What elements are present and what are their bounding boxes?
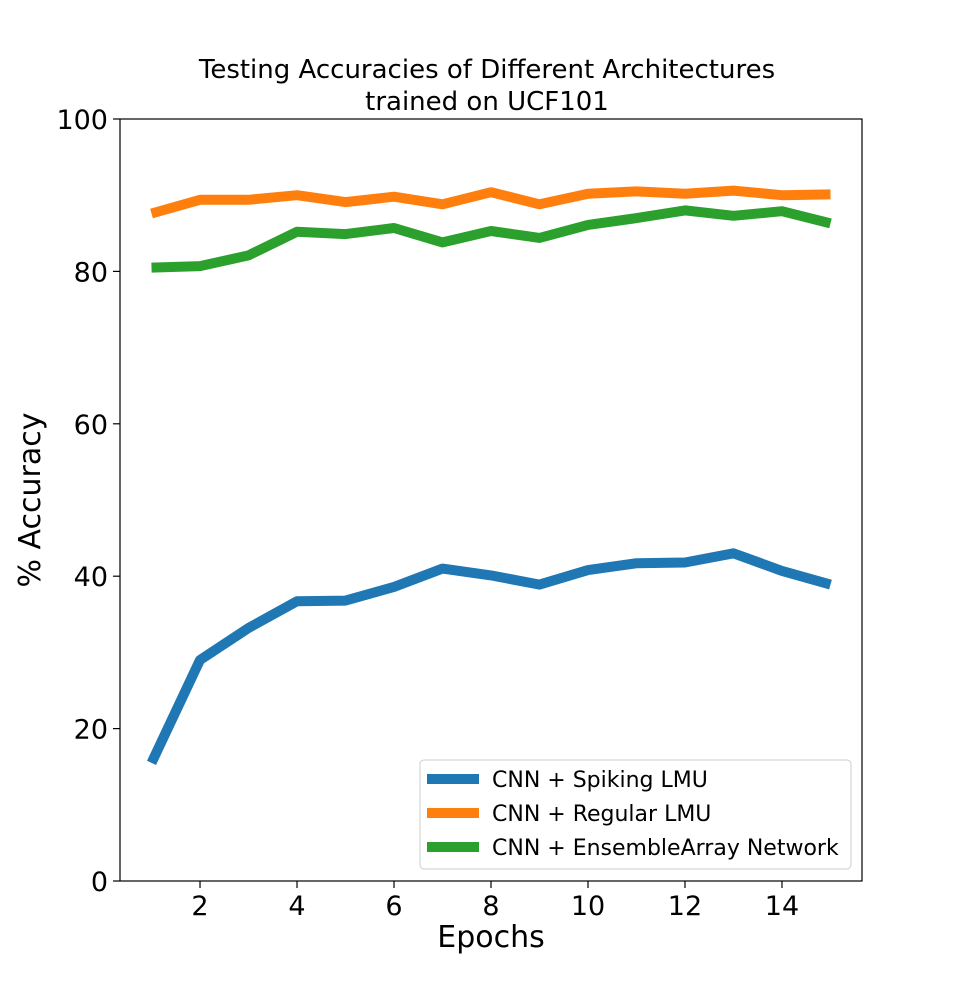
x-tick-label: 2 xyxy=(191,891,208,922)
y-tick-label: 20 xyxy=(74,715,108,746)
x-tick-label: 12 xyxy=(668,891,702,922)
x-tick-label: 14 xyxy=(765,891,799,922)
series-line-1 xyxy=(146,548,832,766)
chart-title-line-1: Testing Accuracies of Different Architec… xyxy=(198,55,775,85)
y-tick-label: 80 xyxy=(74,257,108,288)
x-tick-label: 6 xyxy=(385,891,402,922)
x-tick-label: 4 xyxy=(288,891,305,922)
y-tick-label: 40 xyxy=(74,562,108,593)
legend-entry-2: CNN + Regular LMU xyxy=(492,802,711,827)
y-tick-label: 60 xyxy=(74,410,108,441)
legend-entry-1: CNN + Spiking LMU xyxy=(492,768,708,793)
y-tick-label: 0 xyxy=(91,867,108,898)
y-tick-label: 100 xyxy=(56,105,108,136)
plot-series-group xyxy=(146,185,832,766)
y-axis-ticks: 0 20 40 60 80 100 xyxy=(56,105,120,898)
chart-title-line-2: trained on UCF101 xyxy=(365,87,609,117)
legend-box xyxy=(419,759,852,870)
series-line-2 xyxy=(150,185,831,219)
series-line-3 xyxy=(151,205,832,273)
plot-frame xyxy=(119,118,863,882)
x-axis-ticks: 2 4 6 8 10 12 14 xyxy=(191,881,799,922)
legend: CNN + Spiking LMU CNN + Regular LMU CNN + … xyxy=(419,759,852,870)
x-tick-label: 10 xyxy=(571,891,605,922)
legend-entry-3: CNN + EnsembleArray Network xyxy=(492,836,839,861)
x-tick-label: 8 xyxy=(482,891,499,922)
x-axis-label: Epochs xyxy=(437,920,545,955)
y-axis-label: % Accuracy xyxy=(13,412,48,587)
